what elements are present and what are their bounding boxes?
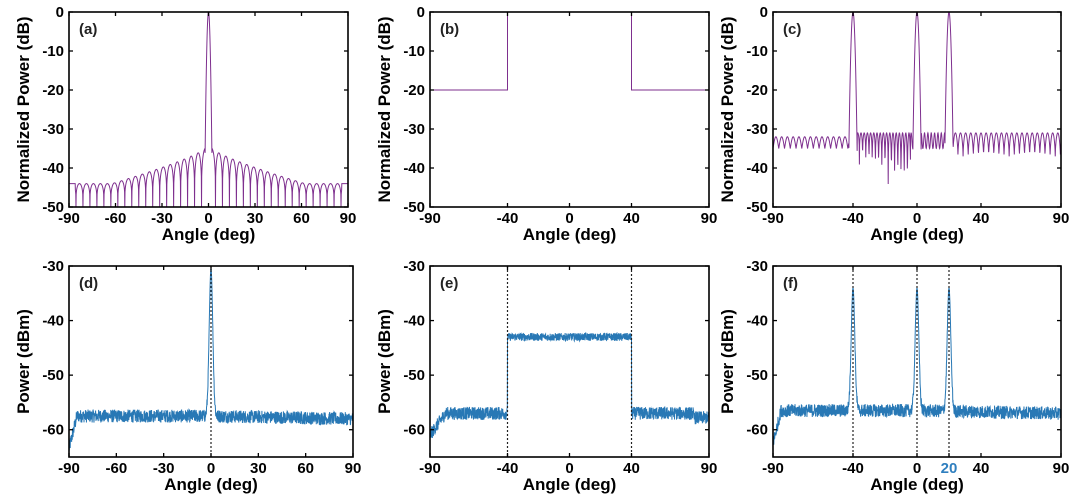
y-tick-label: -20 <box>42 82 64 99</box>
chart-panel-d: -90 -60 -30 0 30 60 90 -30 -40 -50 -60 Angle (deg) P… <box>14 258 361 494</box>
data-line-a <box>69 12 348 207</box>
y-tick-label: -30 <box>403 121 425 138</box>
x-tick-label: 0 <box>565 210 573 227</box>
x-tick-label: 0 <box>913 460 921 477</box>
x-axis-label: Angle (deg) <box>523 225 617 244</box>
chart-panel-f: -90 -40 0 40 90 20 -30 -40 -50 -60 Angle (deg) Powe… <box>718 258 1069 494</box>
x-axis-label: Angle (deg) <box>162 225 256 244</box>
x-tick-label: -90 <box>58 460 80 477</box>
x-tick-label: 90 <box>701 460 718 477</box>
x-tick-label: -30 <box>151 210 173 227</box>
x-tick-label: -60 <box>105 460 127 477</box>
y-tick-label: -50 <box>403 367 425 384</box>
chart-panel-a: -90 -60 -30 0 30 60 90 0 -10 -20 -30 -40 -50 Angle (d… <box>14 4 356 244</box>
panel-label: (d) <box>79 275 98 292</box>
x-tick-label: 60 <box>297 460 314 477</box>
data-line-b <box>430 12 709 91</box>
x-tick-label: 40 <box>973 210 990 227</box>
x-tick-label: -40 <box>842 210 864 227</box>
y-tick-label: 0 <box>56 4 64 21</box>
x-tick-label: 90 <box>701 210 718 227</box>
y-tick-label: -60 <box>42 422 64 439</box>
x-tick-label: -60 <box>105 210 127 227</box>
y-tick-label: -30 <box>746 121 768 138</box>
x-tick-label: -40 <box>497 210 519 227</box>
y-tick-label: -30 <box>42 258 64 275</box>
x-tick-label: 40 <box>973 460 990 477</box>
y-axis-label: Normalized Power (dB) <box>14 16 33 202</box>
axes-frame <box>68 11 349 208</box>
x-tick-label: 90 <box>1053 210 1070 227</box>
x-tick-label: -90 <box>419 210 441 227</box>
x-tick-label: 0 <box>207 460 215 477</box>
x-axis-label: Angle (deg) <box>164 475 258 494</box>
x-tick-label: -90 <box>58 210 80 227</box>
x-tick-label: 60 <box>293 210 310 227</box>
axes-frame <box>429 11 710 208</box>
panel-label: (a) <box>79 21 97 38</box>
axes-frame <box>429 265 710 458</box>
y-tick-label: -40 <box>746 313 768 330</box>
x-tick-label: -90 <box>419 460 441 477</box>
x-axis-label: Angle (deg) <box>523 475 617 494</box>
y-tick-label: -20 <box>746 82 768 99</box>
x-axis-label: Angle (deg) <box>870 225 964 244</box>
y-tick-label: -60 <box>403 422 425 439</box>
y-tick-label: -60 <box>746 422 768 439</box>
x-tick-label: -40 <box>497 460 519 477</box>
panel-label: (f) <box>783 275 798 292</box>
x-tick-label: -90 <box>762 210 784 227</box>
y-tick-label: -50 <box>42 367 64 384</box>
chart-panel-b: -90 -40 0 40 90 0 -10 -20 -30 -40 -50 Angle (deg) No… <box>375 4 717 244</box>
y-tick-label: -10 <box>42 43 64 60</box>
chart-panel-e: -90 -40 0 40 90 -30 -40 -50 -60 Angle (deg) Power … <box>375 258 717 494</box>
y-axis-label: Power (dBm) <box>718 309 737 414</box>
x-tick-label: -40 <box>842 460 864 477</box>
y-tick-label: -30 <box>746 258 768 275</box>
x-tick-label: 40 <box>623 210 640 227</box>
x-tick-label: 90 <box>340 210 357 227</box>
y-tick-label: -50 <box>746 367 768 384</box>
x-tick-label: 90 <box>1053 460 1070 477</box>
y-tick-label: -10 <box>746 43 768 60</box>
x-tick-label: -90 <box>762 460 784 477</box>
y-tick-label: -40 <box>746 160 768 177</box>
data-line-c <box>773 12 1061 185</box>
y-axis-label: Power (dBm) <box>375 309 394 414</box>
y-tick-label: -20 <box>403 82 425 99</box>
x-tick-label: 40 <box>623 460 640 477</box>
y-tick-label: -50 <box>42 199 64 216</box>
x-tick-label-highlight: 20 <box>941 460 958 477</box>
y-tick-label: -40 <box>403 313 425 330</box>
panel-label: (b) <box>440 21 459 38</box>
panel-label: (e) <box>440 275 458 292</box>
y-axis-label: Power (dBm) <box>14 309 33 414</box>
y-tick-label: -10 <box>403 43 425 60</box>
x-tick-label: 30 <box>247 210 264 227</box>
x-tick-label: 30 <box>250 460 267 477</box>
x-tick-label: -30 <box>153 460 175 477</box>
data-line-e <box>430 331 709 439</box>
y-tick-label: -50 <box>746 199 768 216</box>
x-axis-label: Angle (deg) <box>870 475 964 494</box>
x-tick-label: 90 <box>345 460 362 477</box>
y-axis-label: Normalized Power (dB) <box>718 16 737 202</box>
y-tick-label: 0 <box>417 4 425 21</box>
y-tick-label: -50 <box>403 199 425 216</box>
y-axis-label: Normalized Power (dB) <box>375 16 394 202</box>
panel-label: (c) <box>783 21 801 38</box>
y-tick-label: -30 <box>42 121 64 138</box>
y-tick-label: -40 <box>42 313 64 330</box>
y-tick-label: -40 <box>403 160 425 177</box>
y-tick-label: 0 <box>760 4 768 21</box>
x-tick-label: 0 <box>913 210 921 227</box>
x-tick-label: 0 <box>204 210 212 227</box>
chart-panel-c: -90 -40 0 40 90 0 -10 -20 -30 -40 -50 Angle (deg) No… <box>718 4 1069 244</box>
y-tick-label: -30 <box>403 258 425 275</box>
y-tick-label: -40 <box>42 160 64 177</box>
axes-frame <box>772 11 1062 208</box>
x-tick-label: 0 <box>565 460 573 477</box>
